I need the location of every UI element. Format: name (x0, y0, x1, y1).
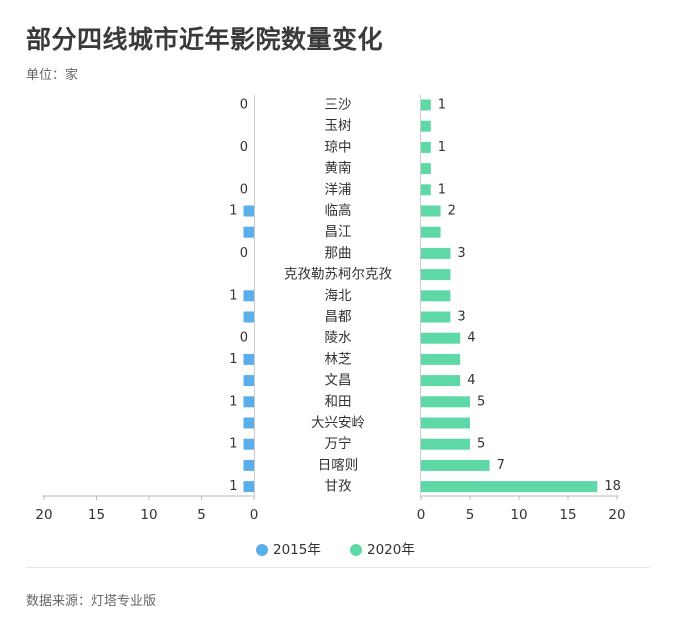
data-label-2020: 1 (438, 182, 446, 197)
right-axis-tick-label: 0 (417, 507, 426, 523)
chart-title: 部分四线城市近年影院数量变化 (26, 25, 384, 54)
category-label: 林芝 (325, 351, 352, 367)
bar-2020 (421, 290, 451, 302)
left-axis-tick-label: 0 (250, 507, 259, 523)
data-label-2015: 0 (240, 182, 248, 197)
bar-2015 (243, 417, 254, 429)
right-axis-tick-label: 5 (466, 507, 475, 523)
bar-2020 (421, 205, 441, 217)
bar-2020 (421, 99, 431, 111)
bar-2020 (421, 375, 461, 387)
bar-2020 (421, 163, 431, 175)
bar-2015 (243, 375, 254, 387)
footer-divider (26, 567, 650, 568)
category-label: 海北 (325, 288, 352, 304)
right-axis-tick-label: 20 (608, 507, 625, 523)
bar-2020 (421, 417, 470, 429)
bar-2015 (243, 481, 254, 493)
bar-2015 (243, 290, 254, 302)
data-label-2015: 0 (240, 140, 248, 155)
data-label-2020: 1 (438, 98, 446, 113)
category-label: 临高 (325, 202, 352, 219)
legend-swatch (350, 544, 362, 556)
left-axis-tick-label: 20 (35, 507, 52, 523)
chart-subtitle: 单位：家 (26, 68, 79, 83)
legend-swatch (256, 544, 268, 556)
left-axis-tick-label: 15 (88, 507, 105, 523)
data-label-2015: 0 (240, 331, 248, 346)
data-label-2020: 18 (604, 479, 621, 494)
data-label-2015: 1 (229, 394, 237, 409)
data-label-2015: 1 (229, 204, 237, 219)
bar-2015 (243, 353, 254, 365)
category-label: 昌江 (325, 224, 352, 240)
category-label: 黄南 (325, 161, 352, 177)
left-axis-tick-label: 10 (140, 507, 157, 523)
category-label: 昌都 (325, 309, 352, 325)
bar-2020 (421, 459, 490, 471)
bar-2015 (243, 226, 254, 238)
data-label-2020: 1 (438, 140, 446, 155)
bar-2020 (421, 226, 441, 238)
bar-2020 (421, 332, 461, 344)
category-label: 大兴安岭 (311, 415, 365, 431)
bar-2015 (243, 396, 254, 408)
category-label: 甘孜 (325, 479, 352, 495)
category-label: 陵水 (325, 330, 352, 346)
data-label-2020: 4 (467, 331, 475, 346)
bar-2020 (421, 184, 431, 196)
bar-2020 (421, 396, 470, 408)
data-label-2015: 1 (229, 352, 237, 367)
category-label: 三沙 (325, 97, 352, 113)
bar-2020 (421, 141, 431, 153)
bar-2015 (243, 205, 254, 217)
category-label: 日喀则 (318, 457, 359, 473)
bar-2020 (421, 481, 598, 493)
right-axis-tick-label: 10 (510, 507, 527, 523)
legend-label: 2020年 (367, 542, 415, 558)
data-label-2020: 4 (467, 373, 475, 388)
data-label-2020: 2 (448, 204, 456, 219)
category-label: 那曲 (325, 245, 352, 261)
data-label-2015: 1 (229, 479, 237, 494)
left-axis-tick-label: 5 (197, 507, 206, 523)
data-label-2020: 5 (477, 437, 485, 452)
category-label: 万宁 (325, 435, 352, 452)
legend-label: 2015年 (273, 542, 321, 558)
right-axis-tick-label: 15 (559, 507, 576, 523)
bar-2020 (421, 247, 451, 259)
data-label-2020: 5 (477, 394, 485, 409)
data-label-2015: 1 (229, 437, 237, 452)
data-label-2015: 0 (240, 98, 248, 113)
data-label-2020: 3 (457, 246, 465, 261)
category-label: 文昌 (325, 373, 352, 389)
data-source-note: 数据来源：灯塔专业版 (26, 594, 157, 609)
bar-2020 (421, 120, 431, 132)
data-label-2015: 0 (240, 246, 248, 261)
bar-2020 (421, 269, 451, 281)
bar-2020 (421, 311, 451, 323)
data-label-2015: 1 (229, 288, 237, 303)
bar-2015 (243, 311, 254, 323)
bar-2015 (243, 438, 254, 450)
data-label-2020: 3 (457, 310, 465, 325)
bar-2015 (243, 459, 254, 471)
category-label: 玉树 (325, 118, 352, 134)
category-label: 琼中 (325, 139, 352, 155)
category-label: 克孜勒苏柯尔克孜 (284, 267, 392, 283)
bar-2020 (421, 353, 461, 365)
category-label: 洋浦 (325, 182, 352, 198)
category-label: 和田 (325, 394, 352, 410)
data-label-2020: 7 (497, 458, 505, 473)
bar-2020 (421, 438, 470, 450)
